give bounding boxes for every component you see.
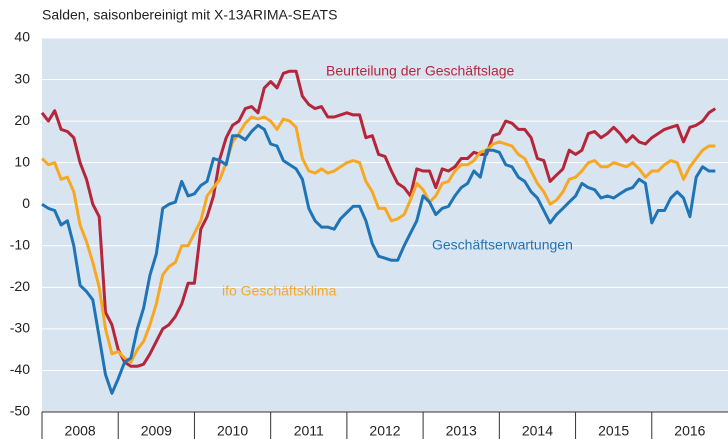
series-label: Geschäftserwartungen — [432, 237, 573, 253]
series-line — [40, 69, 717, 368]
y-tick-label: -10 — [10, 236, 30, 252]
series-label: ifo Geschäftsklima — [222, 283, 337, 299]
series-line — [41, 123, 716, 395]
x-tick-label: 2015 — [598, 423, 629, 439]
x-tick-label: 2011 — [294, 423, 324, 439]
plot-background — [42, 38, 728, 412]
x-tick-label: 2008 — [65, 423, 96, 439]
y-tick-label: 40 — [14, 29, 30, 45]
y-tick-label: -20 — [10, 278, 30, 294]
y-tick-label: 30 — [14, 70, 30, 86]
x-tick-label: 2016 — [674, 423, 705, 439]
y-tick-label: -30 — [10, 320, 30, 336]
x-tick-label: 2012 — [369, 423, 400, 439]
series-line — [40, 115, 716, 364]
y-tick-label: 0 — [22, 195, 30, 211]
chart-title: Salden, saisonbereinigt mit X-13ARIMA-SE… — [42, 7, 337, 23]
y-tick-label: 20 — [14, 112, 30, 128]
x-tick-label: 2010 — [217, 423, 248, 439]
x-tick-label: 2013 — [446, 423, 477, 439]
x-tick-label: 2009 — [141, 423, 172, 439]
y-tick-label: 10 — [14, 153, 30, 169]
series-label: Beurteilung der Geschäftslage — [326, 63, 515, 79]
y-tick-label: -40 — [10, 361, 30, 377]
y-tick-label: -50 — [10, 403, 30, 419]
x-tick-label: 2014 — [522, 423, 553, 439]
